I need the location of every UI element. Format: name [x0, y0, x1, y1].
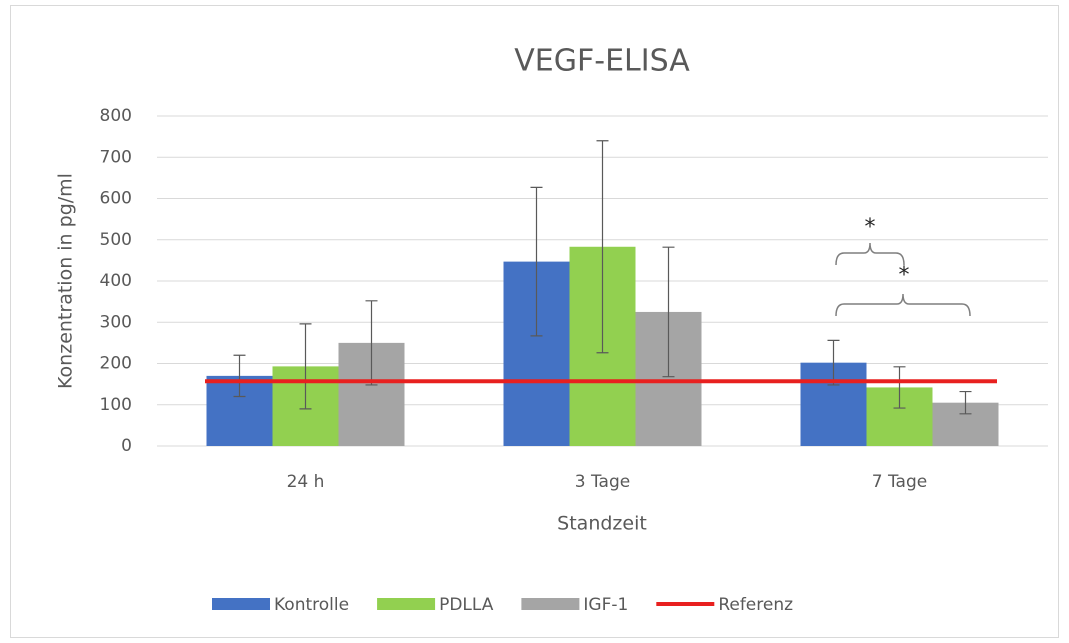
error-bar — [596, 140, 609, 354]
x-tick-label: 24 h — [287, 472, 325, 492]
error-bar — [959, 390, 972, 415]
y-tick-label: 600 — [100, 189, 132, 209]
x-tick-label: 3 Tage — [575, 472, 630, 492]
y-tick-label: 700 — [100, 147, 132, 167]
chart-title: VEGF-ELISA — [514, 44, 690, 79]
error-bar — [662, 246, 675, 378]
y-tick-label: 800 — [100, 106, 132, 126]
legend-swatch — [212, 598, 270, 610]
y-tick-label: 100 — [100, 395, 132, 415]
legend-swatch — [377, 598, 436, 610]
legend-label: PDLLA — [439, 595, 494, 615]
annotation: * — [899, 263, 910, 288]
x-tick-label: 7 Tage — [872, 472, 927, 492]
x-axis-label: Standzeit — [557, 513, 647, 535]
error-bar — [365, 300, 378, 386]
error-bar — [299, 323, 312, 410]
legend-swatch — [521, 598, 580, 610]
y-tick-label: 0 — [121, 436, 132, 456]
y-tick-label: 300 — [100, 312, 132, 332]
y-tick-label: 400 — [100, 271, 132, 291]
significance-bracket — [835, 293, 971, 317]
y-tick-label: 200 — [100, 354, 132, 374]
legend-label: IGF-1 — [583, 595, 628, 615]
error-bar — [530, 186, 543, 337]
error-bar — [233, 354, 246, 398]
significance-bracket — [835, 242, 905, 266]
legend-label: Kontrolle — [274, 595, 349, 615]
y-tick-label: 500 — [100, 230, 132, 250]
legend-label: Referenz — [718, 595, 793, 615]
y-axis-label: Konzentration in pg/ml — [55, 173, 77, 389]
error-bar — [893, 366, 906, 409]
annotation: * — [865, 215, 876, 240]
error-bar — [827, 339, 840, 386]
